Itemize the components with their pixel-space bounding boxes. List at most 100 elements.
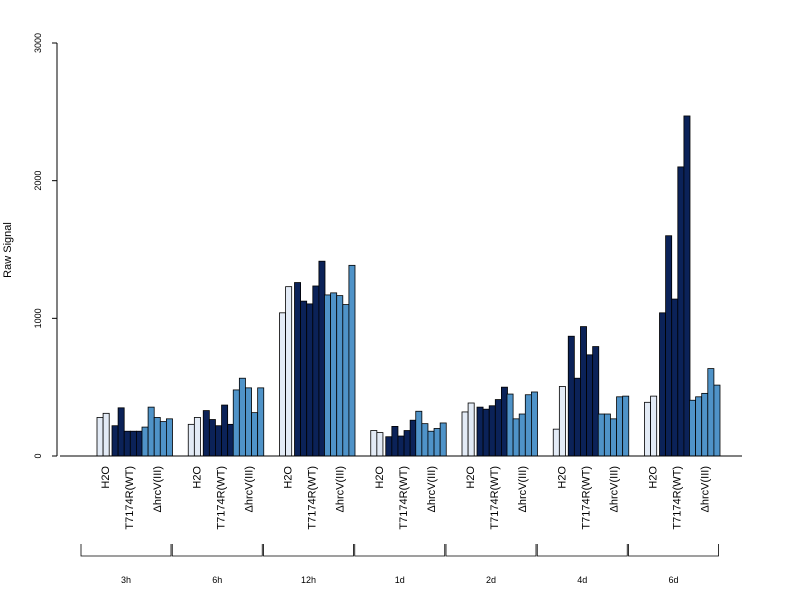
- bar: [518, 413, 526, 457]
- treatment-labels: H2O T7174R(WT) ΔhrcV(III) H2O T7174R(WT) Δhrc…: [100, 466, 712, 530]
- bar: [348, 264, 356, 457]
- bar: [147, 406, 155, 457]
- timepoint-label: 3h: [121, 575, 131, 585]
- timepoint-brackets: 3h 6h 12h 1d 2d 4d 6d: [80, 544, 719, 585]
- treatment-label: ΔhrcV(III): [243, 466, 255, 512]
- treatment-label: H2O: [556, 466, 568, 489]
- treatment-label: H2O: [100, 466, 112, 489]
- bar: [403, 430, 411, 457]
- bar: [433, 428, 441, 457]
- bar: [165, 418, 173, 457]
- bar: [603, 413, 611, 457]
- bar: [707, 368, 715, 457]
- bar: [476, 406, 484, 457]
- timepoint-bracket: [354, 544, 446, 557]
- bar: [385, 436, 393, 457]
- timepoint-bracket: [171, 544, 263, 557]
- y-axis-label: Raw Signal: [2, 222, 14, 278]
- treatment-label: ΔhrcV(III): [700, 466, 712, 512]
- bar: [208, 419, 216, 457]
- treatment-label: T7174R(WT): [124, 466, 136, 530]
- y-axis: 0 1000 2000 3000: [33, 33, 58, 459]
- bar: [306, 303, 314, 457]
- bar: [427, 430, 435, 457]
- bar: [96, 417, 104, 457]
- bar: [324, 294, 331, 457]
- bar: [421, 423, 429, 457]
- bar: [467, 402, 475, 457]
- bar: [123, 430, 131, 457]
- y-tick-label: 3000: [33, 33, 43, 53]
- bar: [342, 304, 350, 457]
- treatment-label: ΔhrcV(III): [517, 466, 529, 512]
- bar: [336, 295, 344, 457]
- bars: [96, 115, 721, 457]
- treatment-label: T7174R(WT): [307, 466, 319, 530]
- bar: [610, 418, 617, 457]
- bar: [650, 395, 658, 457]
- bar: [238, 377, 246, 457]
- y-tick-label: 1000: [33, 308, 43, 328]
- bar: [616, 396, 624, 457]
- bar: [415, 410, 423, 457]
- timepoint-label: 6h: [212, 575, 222, 585]
- treatment-label: ΔhrcV(III): [335, 466, 347, 512]
- bar: [597, 413, 605, 457]
- bar: [111, 425, 119, 457]
- treatment-label: T7174R(WT): [580, 466, 592, 530]
- bar: [330, 292, 338, 457]
- timepoint-label: 2d: [486, 575, 496, 585]
- bar: [506, 393, 514, 457]
- treatment-label: T7174R(WT): [398, 466, 410, 530]
- bar: [102, 412, 110, 457]
- bar: [659, 312, 666, 457]
- treatment-label: T7174R(WT): [215, 466, 227, 530]
- bar: [279, 312, 286, 457]
- bar: [482, 408, 490, 457]
- bar: [677, 166, 685, 457]
- bar: [644, 401, 651, 457]
- bar: [580, 326, 587, 457]
- bar: [701, 392, 709, 457]
- bar: [592, 346, 600, 457]
- timepoint-bracket: [536, 544, 628, 557]
- bar: [488, 405, 496, 457]
- bar: [558, 386, 566, 457]
- bar: [397, 435, 405, 457]
- bar: [159, 421, 167, 457]
- bar: [461, 411, 469, 457]
- bar: [671, 298, 679, 457]
- bar: [285, 286, 293, 457]
- treatment-label: H2O: [648, 466, 660, 489]
- bar: [567, 335, 575, 457]
- bar: [409, 419, 417, 457]
- bar: [215, 425, 222, 457]
- y-tick-label: 2000: [33, 171, 43, 191]
- treatment-label: H2O: [283, 466, 295, 489]
- bar: [494, 399, 502, 457]
- timepoint-label: 12h: [301, 575, 316, 585]
- bar: [294, 282, 301, 457]
- bar: [193, 417, 201, 457]
- treatment-label: ΔhrcV(III): [608, 466, 620, 512]
- bar: [202, 410, 210, 457]
- treatment-label: ΔhrcV(III): [426, 466, 438, 512]
- treatment-label: H2O: [374, 466, 386, 489]
- bar: [129, 430, 137, 457]
- bar: [141, 426, 149, 457]
- bar: [245, 387, 252, 457]
- bar: [312, 285, 320, 457]
- bar: [187, 423, 195, 457]
- y-tick-label: 0: [33, 453, 43, 458]
- bar: [232, 389, 240, 457]
- bar: [683, 115, 691, 457]
- bar: [135, 430, 143, 457]
- bar: [695, 396, 703, 457]
- bar: [439, 422, 447, 457]
- bar: [524, 394, 532, 457]
- bar: [512, 418, 520, 457]
- timepoint-bracket: [80, 544, 172, 557]
- bar: [370, 430, 378, 457]
- bar: [376, 432, 384, 457]
